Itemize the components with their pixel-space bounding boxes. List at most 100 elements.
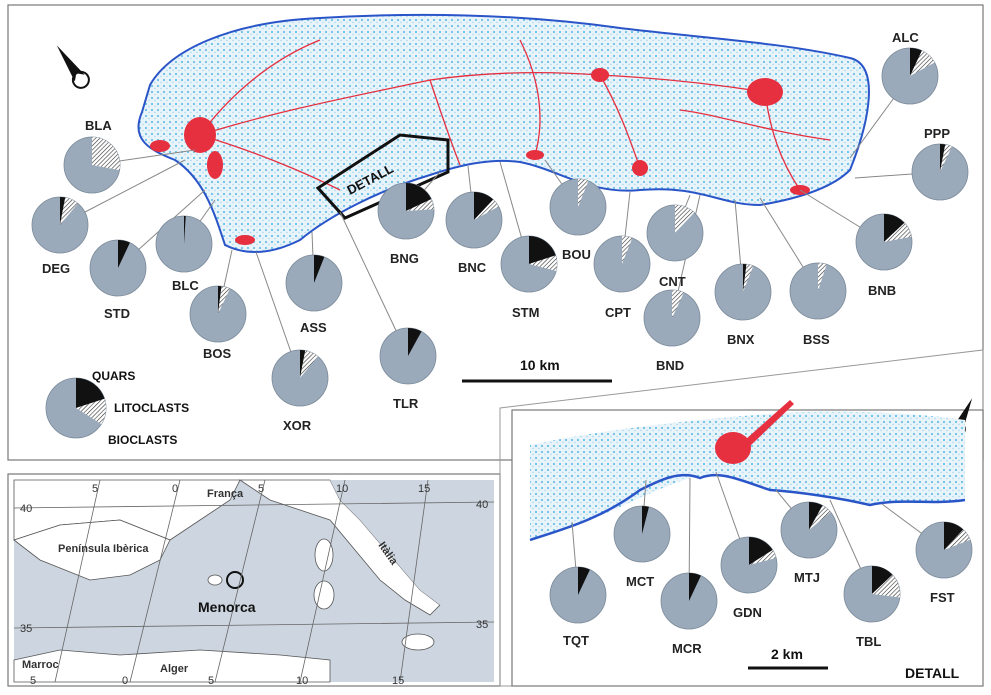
pie-slice-litoclasts — [578, 179, 589, 207]
pie-tqt — [549, 566, 607, 624]
pie-xor — [271, 349, 329, 407]
pie-slice-quars — [872, 566, 893, 594]
site-label-bla: BLA — [85, 118, 112, 133]
site-label-mtj: MTJ — [794, 570, 820, 585]
pie-ppp — [911, 143, 969, 201]
pie-slice-quars — [76, 378, 105, 408]
pie-slice-quars — [944, 522, 964, 550]
pie-legend — [45, 377, 107, 439]
pie-slice-quars — [689, 573, 701, 601]
site-label-bos: BOS — [203, 346, 232, 361]
svg-text:5: 5 — [92, 483, 98, 495]
pie-slice-quars — [408, 328, 422, 356]
svg-text:0: 0 — [172, 483, 178, 495]
pie-slice-quars — [578, 567, 590, 595]
pie-slice-quars — [314, 255, 325, 283]
svg-text:0: 0 — [122, 675, 128, 687]
pie-slice-litoclasts — [818, 263, 827, 291]
pie-slice-litoclasts — [749, 549, 777, 565]
scale-main-label: 10 km — [520, 357, 560, 373]
site-label-mct: MCT — [626, 574, 654, 589]
scale-detail-label: 2 km — [771, 646, 803, 662]
pie-slice-litoclasts — [474, 199, 499, 220]
site-label-xor: XOR — [283, 418, 312, 433]
site-pies: BLA DEG STD BLC BOS ASS XOR TLR BNG BNC STM BOU CPT B… — [31, 30, 973, 656]
pie-cpt — [593, 235, 651, 293]
site-label-alc: ALC — [892, 30, 919, 45]
pie-bng — [377, 182, 435, 240]
pie-slice-litoclasts — [872, 574, 900, 598]
site-label-bou: BOU — [562, 247, 591, 262]
pie-slice-litoclasts — [406, 199, 434, 211]
svg-text:5: 5 — [30, 675, 36, 687]
island-menorca-label: Menorca — [198, 599, 256, 615]
site-label-tqt: TQT — [563, 633, 589, 648]
country-morocco: Marroc — [22, 659, 59, 671]
site-label-blc: BLC — [172, 278, 199, 293]
pie-slice-quars — [809, 502, 823, 530]
site-label-tbl: TBL — [856, 634, 881, 649]
pie-bla — [63, 136, 121, 194]
pie-fst — [915, 521, 973, 579]
pie-slice-quars — [884, 214, 905, 242]
pie-deg — [31, 196, 89, 254]
site-label-stm: STM — [512, 305, 539, 320]
pie-slice-quars — [300, 350, 306, 378]
country-algeria: Alger — [160, 663, 189, 675]
pie-bou — [549, 178, 607, 236]
inset-lat-ticks: 40 35 40 35 — [20, 499, 488, 635]
svg-text:10: 10 — [296, 675, 308, 687]
pie-slice-quars — [910, 48, 922, 76]
site-label-cpt: CPT — [605, 305, 631, 320]
inset-lon-ticks-bottom: 5 0 5 10 15 — [30, 675, 404, 687]
menorca-marker — [226, 571, 244, 589]
site-label-gdn: GDN — [733, 605, 762, 620]
country-iberia: Península Ibèrica — [58, 543, 149, 555]
svg-text:35: 35 — [20, 623, 32, 635]
site-label-fst: FST — [930, 590, 955, 605]
pie-bnc — [445, 191, 503, 249]
pie-slice-litoclasts — [300, 350, 318, 378]
pie-bnb — [855, 213, 913, 271]
site-label-bnd: BND — [656, 358, 684, 373]
pie-slice-quars — [218, 286, 222, 314]
site-label-ass: ASS — [300, 320, 327, 335]
pie-tlr — [379, 327, 437, 385]
pie-slice-litoclasts — [910, 50, 935, 76]
pie-bss — [789, 262, 847, 320]
legend-quars: QUARS — [92, 369, 135, 383]
legend-litoclasts: LITOCLASTS — [114, 401, 189, 415]
pie-mtj — [780, 501, 838, 559]
pie-slice-litoclasts — [940, 144, 952, 172]
detail-coastline — [529, 473, 966, 542]
pie-bnx — [714, 263, 772, 321]
country-france: França — [207, 488, 244, 500]
pie-slice-litoclasts — [529, 255, 557, 271]
pie-bos — [189, 285, 247, 343]
site-label-mcr: MCR — [672, 641, 702, 656]
pie-std — [89, 239, 147, 297]
pie-slice-litoclasts — [944, 529, 971, 550]
pie-slice-litoclasts — [76, 398, 106, 425]
pie-slice-litoclasts — [60, 197, 78, 225]
site-label-std: STD — [104, 306, 130, 321]
svg-text:10: 10 — [336, 483, 348, 495]
pie-slice-quars — [749, 537, 773, 565]
pie-slice-quars — [474, 192, 494, 220]
legend-bioclasts: BIOCLASTS — [108, 433, 177, 447]
pie-mcr — [660, 572, 718, 630]
pie-blc — [155, 215, 213, 273]
inset-map — [13, 479, 495, 683]
pie-bnd — [643, 289, 701, 347]
pie-slice-litoclasts — [809, 505, 831, 530]
pie-slice-quars — [743, 264, 747, 292]
pie-slice-litoclasts — [884, 222, 912, 242]
svg-text:5: 5 — [208, 675, 214, 687]
svg-text:40: 40 — [476, 499, 488, 511]
svg-text:15: 15 — [418, 483, 430, 495]
site-label-bnc: BNC — [458, 260, 487, 275]
pie-slice-quars — [118, 240, 130, 268]
pie-slice-quars — [184, 216, 186, 244]
detail-panel-title: DETALL — [905, 665, 960, 681]
road-network — [199, 39, 831, 191]
